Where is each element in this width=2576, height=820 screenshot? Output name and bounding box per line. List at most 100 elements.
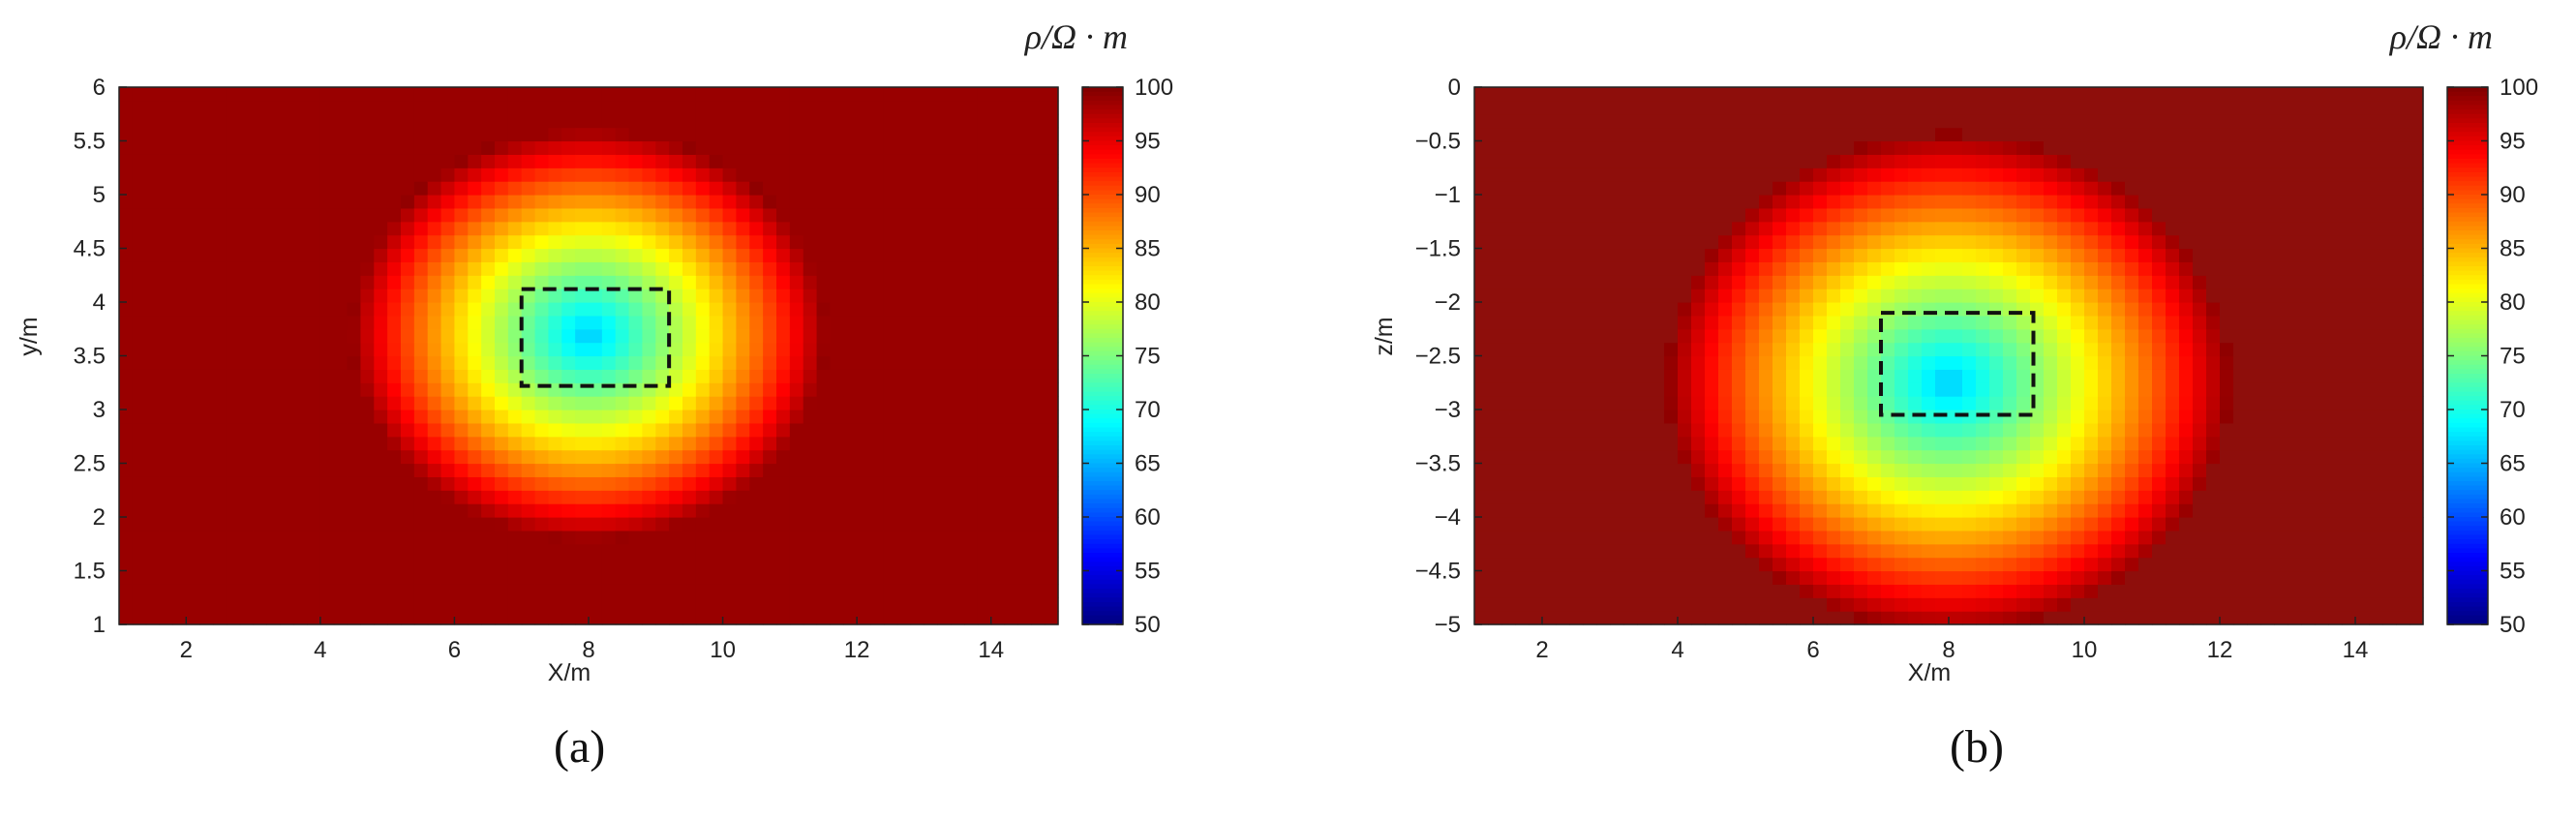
heatmap-cell [1678, 221, 1692, 236]
heatmap-cell [387, 261, 402, 276]
y-tick-label: 3 [93, 397, 106, 423]
heatmap-cell [1529, 302, 1543, 317]
heatmap-cell [239, 476, 255, 491]
heatmap-cell [226, 476, 241, 491]
heatmap-cell [1962, 543, 1977, 559]
heatmap-cell [589, 289, 603, 303]
heatmap-cell [2071, 207, 2085, 223]
heatmap-cell [1732, 100, 1746, 115]
heatmap-cell [293, 248, 308, 262]
heatmap-cell [1556, 410, 1570, 424]
heatmap-cell [937, 422, 952, 438]
heatmap-cell [387, 127, 402, 142]
heatmap-cell [830, 87, 844, 102]
heatmap-cell [2138, 275, 2153, 289]
heatmap-cell [1596, 113, 1611, 129]
heatmap-cell [481, 275, 496, 289]
heatmap-cell [682, 355, 697, 370]
heatmap-cell [481, 113, 496, 129]
heatmap-cell [1732, 113, 1746, 129]
heatmap-cell [413, 195, 429, 209]
heatmap-cell [736, 113, 750, 129]
heatmap-cell [1637, 584, 1652, 598]
heatmap-cell [870, 410, 885, 424]
colorbar-segment [1082, 248, 1123, 254]
heatmap-cell [1596, 436, 1611, 451]
heatmap-cell [601, 100, 617, 115]
heatmap-cell [293, 154, 308, 168]
heatmap-cell [2084, 154, 2099, 168]
heatmap-cell [1786, 315, 1801, 330]
heatmap-cell [1045, 436, 1059, 451]
heatmap-cell [1488, 410, 1502, 424]
heatmap-cell [1949, 328, 1963, 344]
heatmap-cell [843, 140, 858, 155]
heatmap-cell [1867, 396, 1882, 410]
heatmap-cell [507, 328, 523, 344]
heatmap-cell [293, 476, 308, 491]
heatmap-cell [736, 490, 750, 504]
heatmap-cell [401, 261, 415, 276]
heatmap-cell [615, 584, 630, 598]
heatmap-cell [2003, 396, 2017, 410]
heatmap-cell [896, 369, 912, 383]
heatmap-cell [548, 611, 562, 625]
heatmap-cell [736, 195, 750, 209]
heatmap-cell [816, 221, 832, 236]
colorbar-tick-label: 90 [1135, 182, 1161, 208]
heatmap-cell [789, 181, 804, 196]
heatmap-cell [226, 127, 241, 142]
heatmap-cell [642, 248, 656, 262]
heatmap-cell [454, 248, 469, 262]
heatmap-cell [1827, 490, 1841, 504]
heatmap-cell [682, 315, 697, 330]
heatmap-cell [1989, 315, 2004, 330]
heatmap-cell [1542, 207, 1557, 223]
heatmap-cell [413, 463, 429, 477]
heatmap-cell [1840, 221, 1855, 236]
heatmap-cell [1962, 382, 1977, 397]
heatmap-cell [937, 261, 952, 276]
heatmap-cell [1691, 87, 1706, 102]
heatmap-cell [186, 167, 200, 182]
heatmap-cell [655, 154, 670, 168]
heatmap-cell [1718, 100, 1733, 115]
heatmap-cell [601, 530, 617, 545]
heatmap-cell [1045, 463, 1059, 477]
heatmap-cell [1596, 570, 1611, 585]
heatmap-cell [507, 275, 523, 289]
heatmap-cell [1800, 113, 1814, 129]
heatmap-cell [776, 503, 791, 518]
heatmap-cell [159, 570, 174, 585]
heatmap-cell [119, 410, 134, 424]
heatmap-cell [280, 382, 294, 397]
heatmap-cell [1962, 503, 1977, 518]
heatmap-cell [1488, 476, 1502, 491]
heatmap-cell [1705, 355, 1719, 370]
heatmap-cell [333, 476, 349, 491]
heatmap-cell [1745, 195, 1760, 209]
heatmap-cell [280, 181, 294, 196]
heatmap-cell [776, 396, 791, 410]
heatmap-cell [789, 195, 804, 209]
heatmap-cell [145, 422, 161, 438]
heatmap-cell [1732, 584, 1746, 598]
heatmap-cell [347, 167, 362, 182]
heatmap-cell [427, 289, 442, 303]
heatmap-cell [1800, 289, 1814, 303]
heatmap-cell [883, 113, 898, 129]
heatmap-cell [1854, 490, 1868, 504]
heatmap-cell [454, 87, 469, 102]
heatmap-cell [763, 113, 777, 129]
heatmap-cell [736, 597, 750, 612]
heatmap-cell [1881, 221, 1895, 236]
heatmap-cell [1610, 140, 1624, 155]
heatmap-cell [548, 167, 562, 182]
heatmap-cell [1732, 410, 1746, 424]
heatmap-cell [695, 570, 711, 585]
heatmap-cell [1745, 275, 1760, 289]
heatmap-cell [1637, 87, 1652, 102]
heatmap-cell [924, 302, 938, 317]
heatmap-cell [1596, 315, 1611, 330]
heatmap-cell [413, 584, 429, 598]
